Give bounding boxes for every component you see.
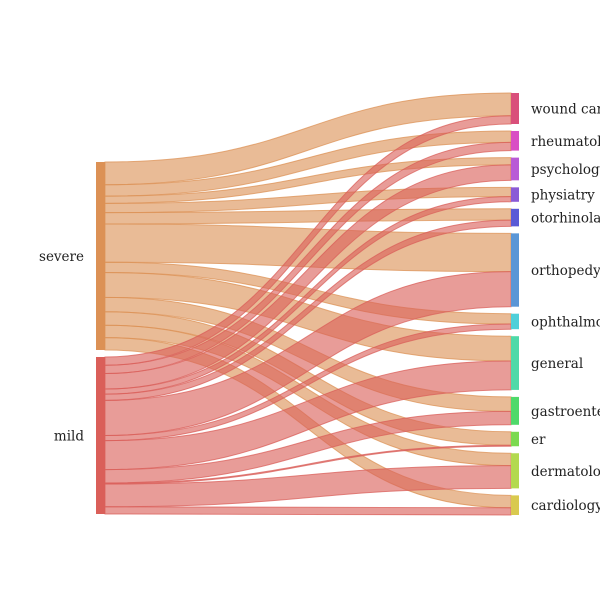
link-mild-to-rheumatology (104, 141, 512, 375)
link-mild-to-orthopedy (104, 271, 512, 436)
node-otorhinolaryngology (511, 208, 519, 227)
label-gastroenterology: gastroenterology (531, 404, 600, 420)
node-general (511, 336, 519, 390)
label-severe: severe (39, 249, 84, 265)
label-psychology: psychology (531, 162, 600, 178)
node-gastroenterology (511, 396, 519, 425)
label-otorhinolaryngology: otorhinolaryngology (531, 211, 600, 227)
node-wound-care (511, 93, 519, 124)
node-dermatology (511, 453, 519, 489)
link-mild-to-cardiology (104, 506, 512, 516)
node-rheumatology (511, 130, 519, 151)
node-er (511, 431, 519, 447)
label-dermatology: dermatology (531, 464, 600, 480)
label-general: general (531, 356, 583, 372)
label-wound-care: wound care (531, 101, 600, 117)
label-rheumatology: rheumatology (531, 134, 600, 150)
node-mild (96, 356, 105, 514)
sankey-nodes (96, 93, 519, 515)
label-er: er (531, 432, 546, 448)
node-severe (96, 162, 105, 350)
label-physiatry: physiatry (531, 188, 595, 204)
node-orthopedy (511, 233, 519, 307)
label-orthopedy: orthopedy (531, 263, 600, 279)
label-ophthalmology: ophthalmology (531, 314, 600, 330)
node-ophthalmology (511, 313, 519, 330)
sankey-links (104, 92, 512, 516)
sankey-labels: severe mild wound care rheumatology psycholo… (39, 101, 600, 514)
label-mild: mild (54, 428, 84, 444)
label-cardiology: cardiology (531, 498, 600, 514)
node-psychology (511, 157, 519, 181)
node-physiatry (511, 187, 519, 202)
node-cardiology (511, 495, 519, 515)
link-mild-to-ophthalmology (104, 323, 512, 442)
